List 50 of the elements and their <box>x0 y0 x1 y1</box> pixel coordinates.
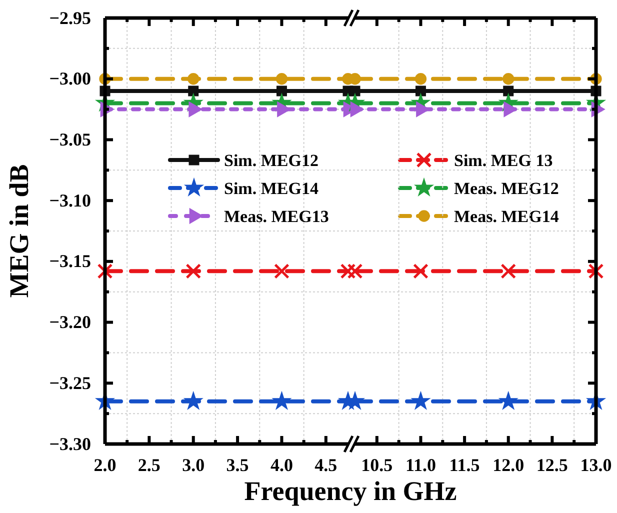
point <box>186 263 202 279</box>
point <box>184 392 202 410</box>
legend-label: Sim. MEG14 <box>224 179 319 198</box>
x-tick-label: 12.0 <box>492 454 524 475</box>
y-tick-label: −3.20 <box>49 312 91 332</box>
x-tick-label: 4.5 <box>314 454 338 475</box>
x-tick-label: 3.0 <box>182 454 205 475</box>
x-tick-label: 11.5 <box>449 454 480 475</box>
x-tick-label: 10.5 <box>361 454 393 475</box>
point <box>276 86 287 96</box>
point <box>346 392 364 410</box>
point <box>350 86 360 96</box>
point <box>414 73 427 85</box>
point <box>188 73 200 85</box>
point <box>274 263 290 279</box>
x-tick-label: 3.5 <box>226 454 249 475</box>
point <box>347 263 363 279</box>
y-tick-label: −3.00 <box>49 68 91 89</box>
x-tick-label: 11.0 <box>405 454 436 475</box>
y-tick-label: −3.30 <box>49 434 91 454</box>
y-tick-label: −3.25 <box>49 372 91 393</box>
x-tick-label: 13.0 <box>580 454 612 475</box>
point <box>588 263 604 279</box>
x-tick-label: 12.5 <box>536 454 568 475</box>
y-tick-label: −3.10 <box>49 190 91 210</box>
point <box>502 73 514 85</box>
point <box>340 263 356 279</box>
point <box>500 263 516 279</box>
point <box>412 392 430 410</box>
y-axis-title: MEG in dB <box>4 164 34 298</box>
x-tick-label: 4.0 <box>270 454 293 475</box>
y-tick-label: −2.95 <box>49 8 91 28</box>
y-tick-label: −3.05 <box>49 129 91 150</box>
point <box>272 392 291 410</box>
legend-label: Meas. MEG13 <box>224 207 329 226</box>
point <box>415 86 426 96</box>
x-tick-label: 2.0 <box>94 454 116 475</box>
x-tick-label: 2.5 <box>138 454 160 475</box>
x-axis-title: Frequency in GHz <box>244 476 457 506</box>
legend-label: Meas. MEG14 <box>454 207 560 226</box>
y-tick-label: −3.15 <box>49 251 91 272</box>
point <box>499 392 518 410</box>
legend-label: Sim. MEG 13 <box>454 151 553 170</box>
point <box>97 263 113 279</box>
point <box>503 86 514 96</box>
legend-label: Meas. MEG12 <box>454 179 559 198</box>
point <box>188 86 199 96</box>
point <box>276 73 288 85</box>
legend-label: Sim. MEG12 <box>224 151 318 170</box>
point <box>413 263 428 279</box>
